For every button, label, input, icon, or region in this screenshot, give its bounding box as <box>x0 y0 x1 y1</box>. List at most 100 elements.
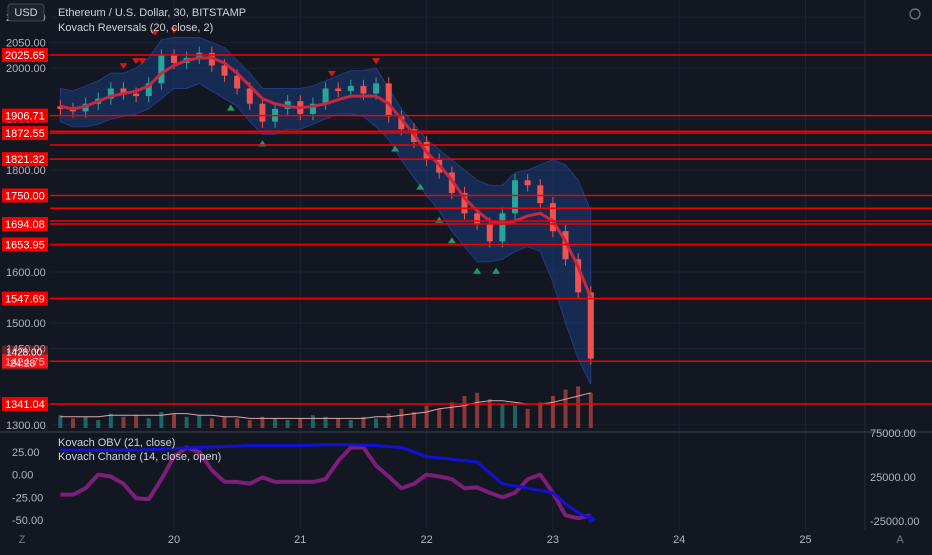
sell-signal-marker <box>372 58 381 65</box>
sell-signal-marker <box>151 30 160 37</box>
candle <box>347 85 354 92</box>
volume-bar <box>399 408 404 428</box>
lower-right-tick-label: 25000.00 <box>870 472 916 484</box>
volume-bar <box>108 413 113 428</box>
volume-bar <box>83 416 88 428</box>
candle <box>575 259 582 293</box>
candle <box>322 88 329 104</box>
level-label: 1424.75 <box>5 356 45 368</box>
volume-bar <box>525 408 530 428</box>
candle <box>246 88 253 104</box>
candle <box>486 223 493 242</box>
candle <box>360 85 367 94</box>
currency-button-bg[interactable] <box>7 3 45 22</box>
indicator-label-chande: Kovach Chande (14, close, open) <box>58 451 221 463</box>
level-label-bg <box>2 354 48 369</box>
buy-signal-marker <box>447 237 456 244</box>
level-label-bg <box>2 396 48 411</box>
price-tick-label: 1800.00 <box>6 165 46 177</box>
buy-signal-marker <box>226 104 235 111</box>
level-label-bg <box>2 152 48 167</box>
volume-bar <box>361 416 366 428</box>
volume-bar <box>348 420 353 428</box>
volume-bar <box>563 389 568 428</box>
level-label: 1547.69 <box>5 294 45 306</box>
settings-button[interactable] <box>903 3 927 25</box>
level-label-bg <box>2 217 48 232</box>
candle <box>335 88 342 92</box>
current-price-tag <box>2 345 48 370</box>
candle <box>537 185 544 204</box>
candle <box>120 88 127 94</box>
candle <box>373 83 380 94</box>
volume-ma-line <box>60 392 591 419</box>
candle <box>524 180 531 186</box>
candle <box>549 203 556 232</box>
volume-bar <box>260 416 265 428</box>
price-tick-label: 1500.00 <box>6 318 46 330</box>
x-axis-label: 22 <box>420 534 432 546</box>
obv-line <box>60 443 592 520</box>
level-label-bg <box>2 108 48 123</box>
candle <box>171 55 177 63</box>
price-tick-label: 2050.00 <box>6 38 46 50</box>
volume-bar <box>134 415 139 428</box>
level-label-bg <box>2 126 48 141</box>
countdown-label: 24:28 <box>10 359 35 370</box>
obv-end-arrow <box>588 514 597 524</box>
volume-bar <box>172 413 176 428</box>
volume-bar <box>588 392 593 428</box>
candle <box>259 103 266 122</box>
volume-bar <box>184 416 189 428</box>
buy-signal-marker <box>416 183 425 190</box>
buy-signal-marker <box>391 145 400 152</box>
indicator-label-obv: Kovach OBV (21, close) <box>58 437 175 449</box>
volume-bar <box>96 420 101 428</box>
volume-bar <box>500 404 505 428</box>
candle <box>398 116 405 130</box>
current-price-label: 1428.00 <box>6 348 43 359</box>
volume-bar <box>285 420 290 428</box>
level-label: 2025.65 <box>5 50 45 62</box>
x-axis-label: 20 <box>168 534 180 546</box>
settings-gear-icon <box>909 8 921 20</box>
volume-bar <box>550 396 555 428</box>
candle <box>587 292 594 359</box>
buy-signal-marker <box>473 267 482 274</box>
volume-bar <box>121 416 126 428</box>
lower-left-tick-label: 0.00 <box>12 470 33 482</box>
symbol-title: Ethereum / U.S. Dollar, 30, BITSTAMP <box>58 7 246 19</box>
volume-bar <box>386 413 391 428</box>
lower-left-tick-label: 25.00 <box>12 447 40 459</box>
lower-right-tick-label: 75000.00 <box>870 428 916 440</box>
price-tick-label: 2000.00 <box>6 63 46 75</box>
lower-right-tick-label: -25000.00 <box>870 516 920 528</box>
level-label-bg <box>2 291 48 306</box>
price-tick-label: 1600.00 <box>6 267 46 279</box>
indicator-label-reversals: Kovach Reversals (20, close, 2) <box>58 22 213 34</box>
volume-bar <box>424 405 429 428</box>
go-to-date-icon[interactable]: Z <box>19 534 26 546</box>
chande-line <box>60 445 592 521</box>
candle <box>461 192 468 214</box>
volume-bar <box>336 418 341 428</box>
lower-left-tick-label: -50.00 <box>12 515 43 527</box>
candle <box>158 55 165 84</box>
x-axis-label: 21 <box>294 534 306 546</box>
level-label-bg <box>2 237 48 252</box>
volume-bar <box>538 402 543 428</box>
candle <box>107 88 114 99</box>
sell-signal-marker <box>327 70 336 77</box>
sell-signal-marker <box>138 58 147 65</box>
auto-scale-button[interactable]: A <box>896 534 904 546</box>
volume-bar <box>513 405 518 428</box>
volume-bar <box>576 386 581 428</box>
sell-signal-marker <box>170 27 178 34</box>
price-tick-label: 1450.00 <box>6 343 46 355</box>
x-axis-label: 24 <box>673 534 685 546</box>
sell-signal-marker <box>119 63 128 70</box>
volume-bar <box>475 392 480 428</box>
candle <box>474 213 481 224</box>
sell-signal-marker <box>132 58 141 65</box>
